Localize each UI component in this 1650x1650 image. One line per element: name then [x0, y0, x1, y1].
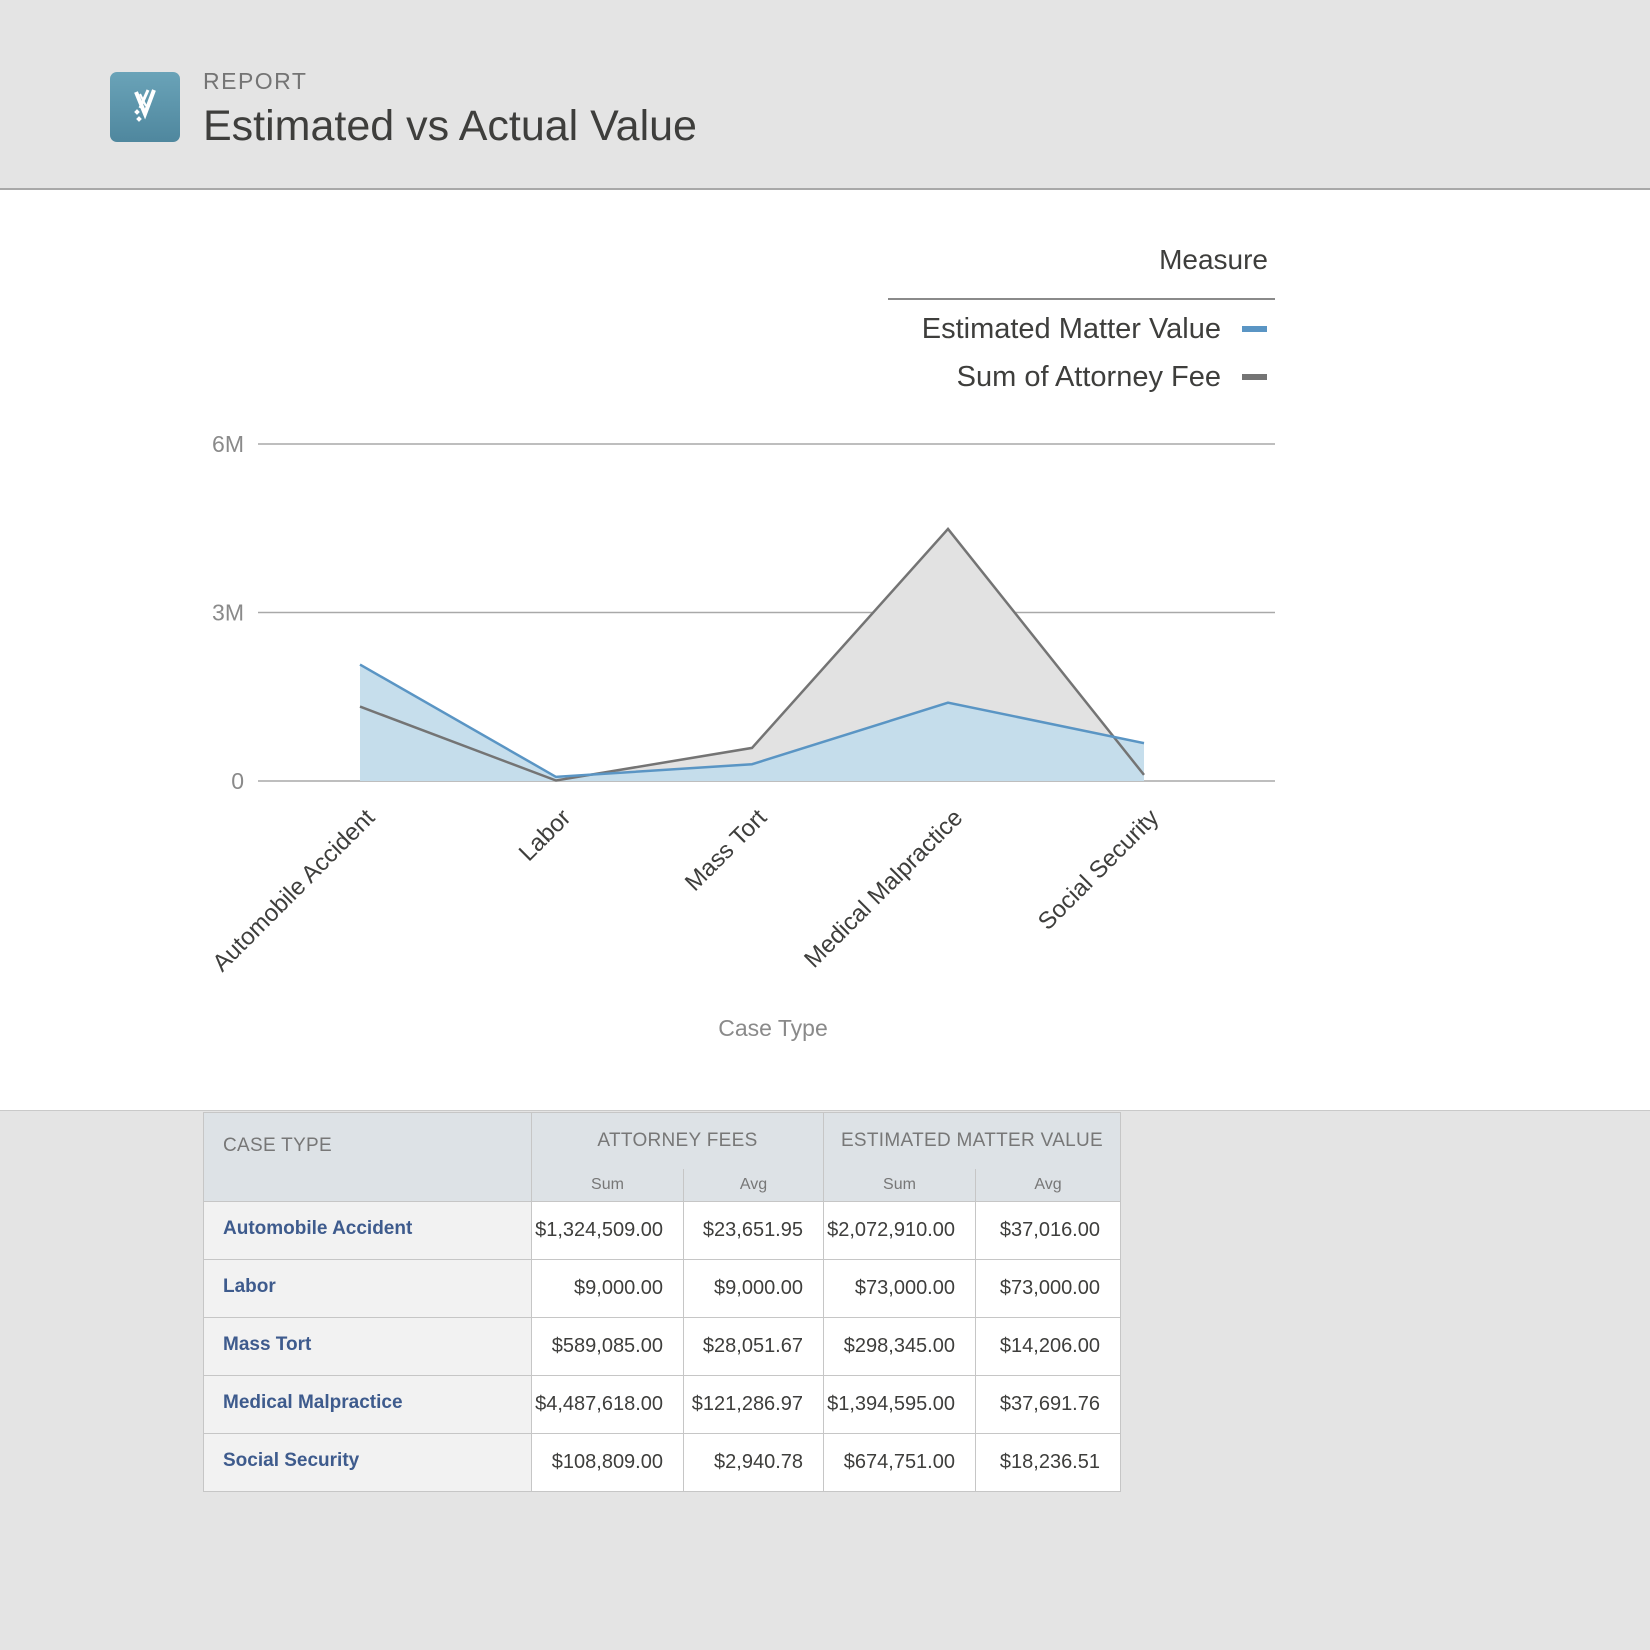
legend-entry-label: Sum of Attorney Fee [957, 361, 1221, 393]
emv-avg-cell: $73,000.00 [975, 1259, 1121, 1318]
chart-areas [359, 527, 1145, 782]
case-type-header[interactable]: CASE TYPE [203, 1112, 532, 1202]
attorney-fees-header[interactable]: ATTORNEY FEES [531, 1112, 824, 1169]
legend-swatch [1242, 374, 1267, 380]
estimated-matter-value-header[interactable]: ESTIMATED MATTER VALUE [823, 1112, 1121, 1169]
x-tick-label: Mass Tort [680, 804, 773, 897]
emv-sum-cell: $1,394,595.00 [823, 1375, 976, 1434]
y-tick-label: 3M [212, 600, 244, 626]
case-type-cell[interactable]: Labor [203, 1259, 532, 1318]
summary-table-container: CASE TYPE ATTORNEY FEES ESTIMATED MATTER… [203, 1112, 1121, 1492]
table-row: Labor $9,000.00 $9,000.00 $73,000.00 $73… [203, 1259, 1121, 1318]
y-tick-label: 0 [231, 768, 244, 794]
emv-sum-header[interactable]: Sum [823, 1169, 976, 1202]
case-type-cell[interactable]: Automobile Accident [203, 1201, 532, 1260]
app-logo-icon [110, 72, 180, 142]
area-chart: Measure Estimated Matter Value Sum of Atto… [207, 244, 1275, 1041]
x-axis-title: Case Type [718, 1015, 828, 1041]
emv-sum-cell: $2,072,910.00 [823, 1201, 976, 1260]
legend-title: Measure [1159, 244, 1268, 275]
fee-sum-cell: $108,809.00 [531, 1433, 684, 1492]
table-row: Medical Malpractice $4,487,618.00 $121,2… [203, 1375, 1121, 1434]
legend-entry-label: Estimated Matter Value [922, 313, 1221, 345]
table-row: Social Security $108,809.00 $2,940.78 $6… [203, 1433, 1121, 1492]
fee-avg-cell: $9,000.00 [683, 1259, 824, 1318]
chart-panel: Measure Estimated Matter Value Sum of Atto… [0, 190, 1650, 1111]
fee-avg-cell: $23,651.95 [683, 1201, 824, 1260]
x-tick-label: Automobile Accident [207, 804, 380, 977]
fee-sum-cell: $9,000.00 [531, 1259, 684, 1318]
fee-sum-cell: $589,085.00 [531, 1317, 684, 1376]
emv-sum-cell: $73,000.00 [823, 1259, 976, 1318]
emv-avg-cell: $37,016.00 [975, 1201, 1121, 1260]
fee-avg-cell: $2,940.78 [683, 1433, 824, 1492]
emv-sum-cell: $298,345.00 [823, 1317, 976, 1376]
x-tick-label: Social Security [1033, 804, 1164, 935]
fee-sum-cell: $4,487,618.00 [531, 1375, 684, 1434]
x-tick-label: Medical Malpractice [799, 804, 968, 973]
x-tick-label: Labor [514, 804, 577, 867]
report-eyebrow: REPORT [203, 68, 308, 94]
case-type-cell[interactable]: Medical Malpractice [203, 1375, 532, 1434]
summary-table: CASE TYPE ATTORNEY FEES ESTIMATED MATTER… [203, 1112, 1121, 1492]
emv-avg-cell: $37,691.76 [975, 1375, 1121, 1434]
fee-avg-cell: $121,286.97 [683, 1375, 824, 1434]
emv-sum-cell: $674,751.00 [823, 1433, 976, 1492]
emv-avg-cell: $18,236.51 [975, 1433, 1121, 1492]
emv-avg-cell: $14,206.00 [975, 1317, 1121, 1376]
emv-avg-header[interactable]: Avg [975, 1169, 1121, 1202]
page-title: Estimated vs Actual Value [203, 102, 697, 150]
case-type-cell[interactable]: Social Security [203, 1433, 532, 1492]
y-tick-label: 6M [212, 431, 244, 457]
fee-avg-cell: $28,051.67 [683, 1317, 824, 1376]
chart-legend: Measure Estimated Matter Value Sum of Atto… [888, 244, 1275, 393]
table-row: Mass Tort $589,085.00 $28,051.67 $298,34… [203, 1317, 1121, 1376]
case-type-cell[interactable]: Mass Tort [203, 1317, 532, 1376]
fee-sum-header[interactable]: Sum [531, 1169, 684, 1202]
series-area-estimated-matter-value [360, 664, 1144, 781]
fee-sum-cell: $1,324,509.00 [531, 1201, 684, 1260]
fee-avg-header[interactable]: Avg [683, 1169, 824, 1202]
legend-swatch [1242, 326, 1267, 332]
x-axis-tick-labels: Automobile Accident Labor Mass Tort Medical… [207, 804, 1164, 977]
report-header: REPORT Estimated vs Actual Value [0, 0, 1650, 190]
table-row: Automobile Accident $1,324,509.00 $23,65… [203, 1201, 1121, 1260]
